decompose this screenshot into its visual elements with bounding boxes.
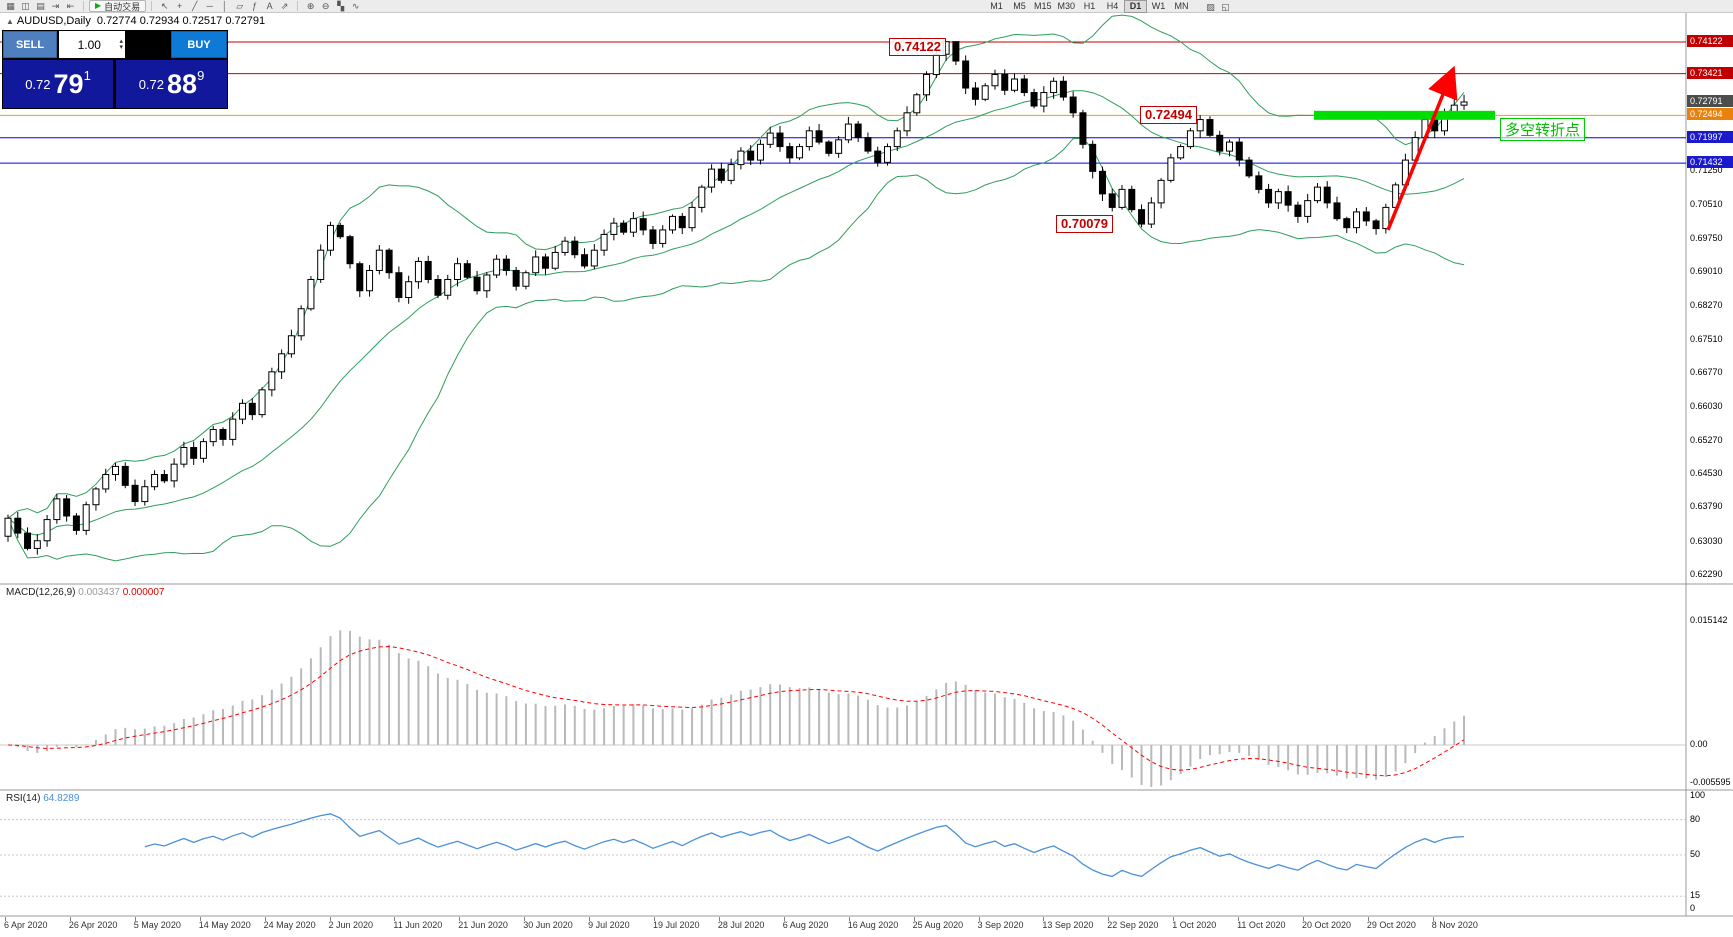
trade-panel-controls: SELL 1.00 ▴ ▾ BUY <box>3 31 227 58</box>
zoom-in-icon[interactable]: ⊕ <box>306 1 315 11</box>
toolbar: ▦ ◫ ▤ ⇥ ⇤ ▶ 自动交易 ↖ + ╱ ─ │ ▱ ƒ A ⇗ ⊕ ⊖ ▚ ∿ M1 M5 M15 M30 H1… <box>0 0 1733 13</box>
rsi-value: 64.8289 <box>43 793 80 804</box>
annotation-resistance[interactable]: 0.74122 <box>889 38 946 56</box>
band-lower <box>7 137 1465 562</box>
candles <box>4 41 1468 555</box>
strategy-tester-icon[interactable]: ◱ <box>1221 1 1230 12</box>
annotation-pivot[interactable]: 0.72494 <box>1140 106 1197 124</box>
play-icon: ▶ <box>95 1 102 10</box>
toolbar-separator <box>83 1 84 11</box>
arrows-tool-icon[interactable]: ⇗ <box>280 1 289 11</box>
macd-signal-value: 0.000007 <box>122 587 165 598</box>
vertical-line-icon[interactable]: │ <box>221 1 228 11</box>
buy-price-display[interactable]: 0.72 88 9 <box>116 60 227 108</box>
volume-value[interactable]: 1.00 <box>77 37 101 52</box>
timeframe-h1[interactable]: H1 <box>1083 1 1096 11</box>
symbol-marker-icon: ▲ <box>6 17 14 26</box>
sell-price-big: 79 <box>53 68 84 99</box>
buy-price-big: 88 <box>167 68 198 99</box>
tile-windows-icon[interactable]: ▚ <box>337 1 345 11</box>
ohlc-values: 0.72774 0.72934 0.72517 0.72791 <box>96 15 266 27</box>
profiles-icon[interactable]: ▤ <box>36 1 45 11</box>
templates-icon[interactable]: ▨ <box>1206 1 1215 12</box>
zone-label[interactable]: 多空转折点 <box>1500 118 1586 141</box>
volume-stepper[interactable]: 1.00 ▴ ▾ <box>59 31 125 58</box>
volume-spin-buttons[interactable]: ▴ ▾ <box>119 37 125 51</box>
sell-price-display[interactable]: 0.72 79 1 <box>3 60 113 108</box>
toolbar-icons-zoom: ⊕ ⊖ ▚ ∿ <box>303 0 363 12</box>
symbol-timeframe-label: AUDUSD,Daily <box>16 15 91 27</box>
rsi-indicator-label: RSI(14) 64.8289 <box>6 793 79 804</box>
toolbar-icons-right: ▨ ◱ <box>1203 0 1233 13</box>
timeframe-w1[interactable]: W1 <box>1151 1 1166 11</box>
horizontal-line-icon[interactable]: ─ <box>206 1 213 11</box>
timeframe-m15[interactable]: M15 <box>1034 1 1052 11</box>
buy-price-prefix: 0.72 <box>138 76 165 92</box>
spin-up-icon[interactable]: ▴ <box>119 37 123 45</box>
macd-signal-line <box>7 645 1465 777</box>
sell-price-pipette: 1 <box>83 68 91 83</box>
toolbar-icons-draw: ↖ + ╱ ─ │ ▱ ƒ A ⇗ <box>157 0 292 12</box>
timeframe-buttons: M1 M5 M15 M30 H1 H4 D1 W1 MN <box>985 0 1193 13</box>
chart-shift-icon[interactable]: ⇤ <box>66 1 75 11</box>
rsi-line <box>144 813 1465 878</box>
macd-main-value: 0.003437 <box>78 587 120 598</box>
sell-button[interactable]: SELL <box>3 31 57 58</box>
macd-name: MACD(12,26,9) <box>6 587 76 598</box>
chart-title: ▲ AUDUSD,Daily 0.72774 0.72934 0.72517 0.7… <box>6 15 265 27</box>
timeframe-h4[interactable]: H4 <box>1106 1 1119 11</box>
trendline-icon[interactable]: ╱ <box>191 1 198 11</box>
fibonacci-icon[interactable]: ƒ <box>252 1 258 11</box>
timeframe-m30[interactable]: M30 <box>1057 1 1076 11</box>
crosshair-icon[interactable]: + <box>177 1 183 11</box>
trade-panel-prices: 0.72 79 1 0.72 88 9 <box>3 60 227 108</box>
band-middle <box>7 90 1465 536</box>
macd-indicator-label: MACD(12,26,9) 0.003437 0.000007 <box>6 587 164 598</box>
macd-histogram <box>16 630 1466 787</box>
trend-arrow[interactable] <box>1386 65 1458 231</box>
text-label-icon[interactable]: A <box>266 1 273 11</box>
toolbar-icons-left: ▦ ◫ ▤ ⇥ ⇤ <box>3 0 78 12</box>
timeframe-m5[interactable]: M5 <box>1013 1 1026 11</box>
band-upper <box>7 14 1465 519</box>
cursor-icon[interactable]: ↖ <box>160 1 169 11</box>
auto-scroll-icon[interactable]: ⇥ <box>51 1 60 11</box>
indicators-icon[interactable]: ∿ <box>351 1 360 11</box>
buy-price-pipette: 9 <box>197 68 205 83</box>
annotation-support[interactable]: 0.70079 <box>1056 215 1113 233</box>
spin-down-icon[interactable]: ▾ <box>119 43 123 51</box>
chart-window-icon[interactable]: ◫ <box>21 1 30 11</box>
toolbar-separator <box>297 1 299 11</box>
timeframe-mn[interactable]: MN <box>1174 1 1189 11</box>
rsi-name: RSI(14) <box>6 793 41 804</box>
buy-button[interactable]: BUY <box>171 31 227 58</box>
pivot-zone-bar[interactable] <box>1314 110 1495 120</box>
auto-trading-label: 自动交易 <box>104 1 141 12</box>
timeframe-d1[interactable]: D1 <box>1124 0 1148 13</box>
sell-price-prefix: 0.72 <box>25 76 51 92</box>
new-order-icon[interactable]: ▦ <box>6 1 15 11</box>
one-click-trade-panel: SELL 1.00 ▴ ▾ BUY 0.72 79 1 0.72 88 9 <box>2 30 228 109</box>
zoom-out-icon[interactable]: ⊖ <box>321 1 330 11</box>
auto-trading-button[interactable]: ▶ 自动交易 <box>89 0 147 12</box>
equidistant-channel-icon[interactable]: ▱ <box>236 1 244 11</box>
toolbar-separator <box>151 1 153 11</box>
timeframe-m1[interactable]: M1 <box>990 1 1003 11</box>
